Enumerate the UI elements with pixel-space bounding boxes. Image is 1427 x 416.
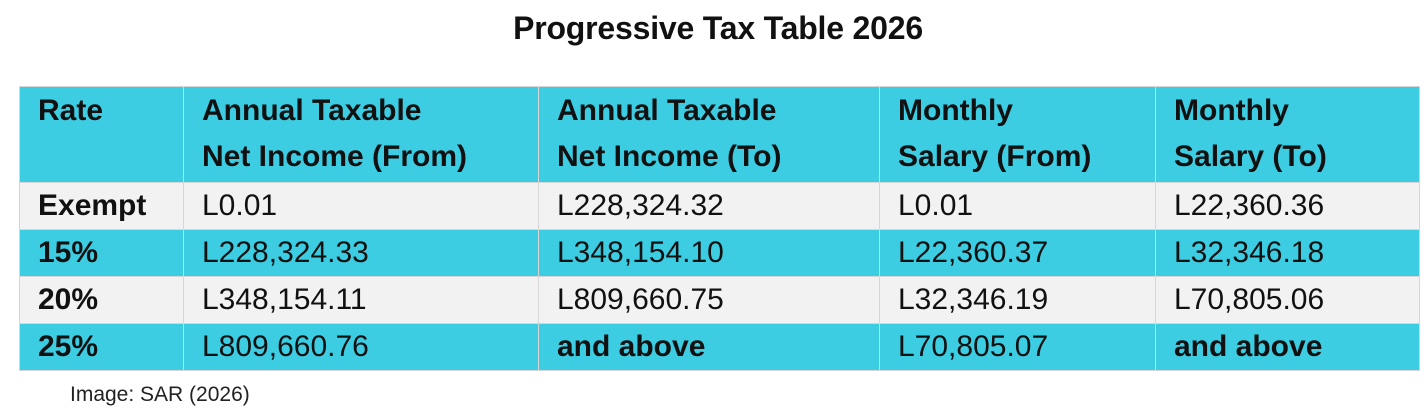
rate-cell: 25% xyxy=(19,323,184,371)
table-row: 15% L228,324.33 L348,154.10 L22,360.37 L… xyxy=(19,229,1420,277)
annual-to-cell: L228,324.32 xyxy=(538,182,880,230)
monthly-to-cell: L22,360.36 xyxy=(1155,182,1420,230)
page-title: Progressive Tax Table 2026 xyxy=(513,10,923,46)
annual-to-cell: and above xyxy=(538,323,880,371)
monthly-to-cell: and above xyxy=(1155,323,1420,371)
monthly-to-cell: L32,346.18 xyxy=(1155,229,1420,277)
table-header-row: Rate Annual Taxable Net Income (From) An… xyxy=(19,86,1420,183)
monthly-from-cell: L32,346.19 xyxy=(879,276,1156,324)
image-credit-caption: Image: SAR (2026) xyxy=(70,383,250,406)
table-row: 20% L348,154.11 L809,660.75 L32,346.19 L… xyxy=(19,276,1420,324)
header-rate-line1: Rate xyxy=(38,94,104,127)
tax-table: Rate Annual Taxable Net Income (From) An… xyxy=(19,86,1420,371)
header-annual-to: Annual Taxable Net Income (To) xyxy=(538,86,880,183)
annual-from-cell: L0.01 xyxy=(183,182,539,230)
header-annual-to-line1: Annual Taxable xyxy=(557,94,777,127)
header-annual-from-line2: Net Income (From) xyxy=(202,140,468,173)
annual-to-cell: L348,154.10 xyxy=(538,229,880,277)
annual-from-cell: L809,660.76 xyxy=(183,323,539,371)
rate-cell: 20% xyxy=(19,276,184,324)
annual-from-cell: L228,324.33 xyxy=(183,229,539,277)
monthly-from-cell: L0.01 xyxy=(879,182,1156,230)
rate-cell: 15% xyxy=(19,229,184,277)
header-rate: Rate xyxy=(19,86,184,183)
header-annual-from: Annual Taxable Net Income (From) xyxy=(183,86,539,183)
rate-cell: Exempt xyxy=(19,182,184,230)
header-annual-from-line1: Annual Taxable xyxy=(202,94,422,127)
table-row: 25% L809,660.76 and above L70,805.07 and… xyxy=(19,323,1420,371)
header-monthly-to-line1: Monthly xyxy=(1174,94,1289,127)
header-monthly-from-line1: Monthly xyxy=(898,94,1013,127)
header-monthly-from: Monthly Salary (From) xyxy=(879,86,1156,183)
header-monthly-from-line2: Salary (From) xyxy=(898,140,1092,173)
header-monthly-to: Monthly Salary (To) xyxy=(1155,86,1420,183)
table-row: Exempt L0.01 L228,324.32 L0.01 L22,360.3… xyxy=(19,182,1420,230)
annual-from-cell: L348,154.11 xyxy=(183,276,539,324)
annual-to-cell: L809,660.75 xyxy=(538,276,880,324)
header-annual-to-line2: Net Income (To) xyxy=(557,140,782,173)
header-monthly-to-line2: Salary (To) xyxy=(1174,140,1327,173)
monthly-from-cell: L22,360.37 xyxy=(879,229,1156,277)
monthly-to-cell: L70,805.06 xyxy=(1155,276,1420,324)
monthly-from-cell: L70,805.07 xyxy=(879,323,1156,371)
